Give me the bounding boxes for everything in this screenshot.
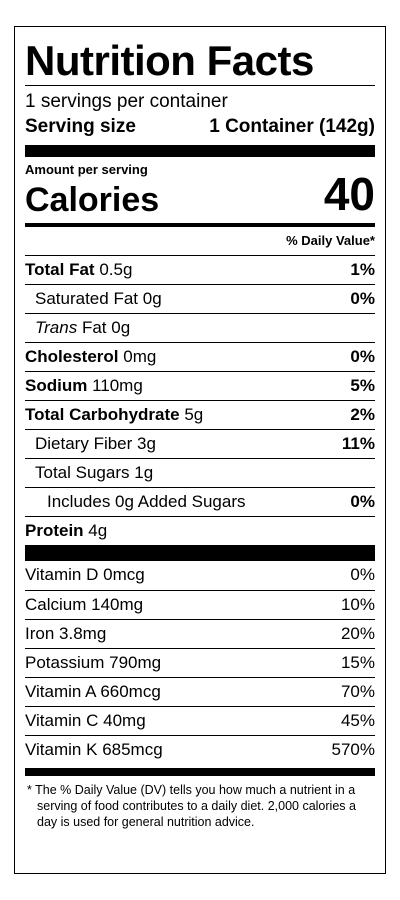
- daily-value-footnote: * The % Daily Value (DV) tells you how m…: [27, 783, 356, 829]
- divider: [25, 85, 375, 86]
- nutrient-amount: 0g: [142, 289, 162, 308]
- nutrient-dv: 11%: [341, 434, 375, 453]
- nutrient-row-trans-fat: Trans Fat 0g: [25, 313, 375, 342]
- nutrient-name: Dietary Fiber: [35, 434, 133, 453]
- calories-label: Calories: [25, 181, 160, 219]
- nutrient-row-cholesterol: Cholesterol 0mg 0%: [25, 342, 375, 371]
- calories-value: 40: [323, 168, 375, 220]
- nutrition-facts-label: Nutrition Facts 1 servings per container…: [14, 26, 386, 874]
- nutrient-dv: 5%: [350, 376, 375, 395]
- nutrient-row-added-sugars: Includes 0g Added Sugars 0%: [25, 487, 375, 516]
- nutrient-name: Total Fat: [25, 260, 95, 279]
- nutrient-amount: 4g: [88, 521, 108, 540]
- medium-divider: [25, 768, 375, 776]
- vitamin-amount: 0mcg: [103, 565, 145, 584]
- vitamin-dv: 0%: [350, 565, 375, 584]
- nutrient-name: Sodium: [25, 376, 88, 395]
- vitamin-dv: 570%: [331, 740, 375, 759]
- nutrient-amount: 0g: [111, 318, 131, 337]
- nutrient-name-italic: Trans: [35, 318, 78, 337]
- nutrient-amount: 0.5g: [99, 260, 133, 279]
- vitamin-dv: 20%: [340, 624, 375, 643]
- amount-per-serving: Amount per serving: [25, 162, 148, 177]
- vitamin-name: Vitamin A: [25, 682, 96, 701]
- vitamin-amount: 660mcg: [100, 682, 161, 701]
- serving-size-row: Serving size 1 Container (142g): [25, 115, 375, 139]
- vitamin-row-potassium: Potassium 790mg 15%: [25, 648, 375, 677]
- nutrient-dv: 0%: [350, 492, 375, 511]
- nutrient-dv: 0%: [350, 347, 375, 366]
- nutrient-row-protein: Protein 4g: [25, 516, 375, 545]
- vitamin-dv: 10%: [340, 595, 375, 614]
- vitamin-row-vitamin-k: Vitamin K 685mcg 570%: [25, 735, 375, 764]
- serving-size-value: 1 Container (142g): [209, 116, 375, 137]
- vitamin-amount: 3.8mg: [59, 624, 107, 643]
- vitamin-row-vitamin-c: Vitamin C 40mg 45%: [25, 706, 375, 735]
- vitamin-row-calcium: Calcium 140mg 10%: [25, 590, 375, 619]
- nutrient-name: Protein: [25, 521, 84, 540]
- thick-divider: [25, 545, 375, 561]
- vitamin-name: Potassium: [25, 653, 105, 672]
- vitamin-name: Vitamin C: [25, 711, 99, 730]
- nutrient-amount: 110mg: [92, 376, 143, 395]
- nutrient-dv: 2%: [350, 405, 375, 424]
- nutrient-amount: 5g: [184, 405, 204, 424]
- nutrient-name: Cholesterol: [25, 347, 119, 366]
- vitamin-name: Iron: [25, 624, 55, 643]
- vitamin-dv: 45%: [340, 711, 375, 730]
- nutrient-name: Fat: [81, 318, 107, 337]
- nutrient-amount: 3g: [137, 434, 156, 453]
- nutrient-row-total-fat: Total Fat 0.5g 1%: [25, 255, 375, 284]
- vitamin-amount: 140mg: [91, 595, 144, 614]
- nutrient-name: Total Sugars: [35, 463, 130, 482]
- vitamin-dv: 70%: [340, 682, 375, 701]
- nutrient-row-total-sugars: Total Sugars 1g: [25, 458, 375, 487]
- medium-divider: [25, 223, 375, 227]
- nutrient-amount: 1g: [134, 463, 154, 482]
- servings-per-container: 1 servings per container: [25, 91, 228, 112]
- vitamin-row-vitamin-a: Vitamin A 660mcg 70%: [25, 677, 375, 706]
- vitamin-row-vitamin-d: Vitamin D 0mcg 0%: [25, 561, 375, 590]
- thick-divider: [25, 145, 375, 157]
- nutrient-row-sodium: Sodium 110mg 5%: [25, 371, 375, 400]
- vitamin-row-iron: Iron 3.8mg 20%: [25, 619, 375, 648]
- daily-value-header: % Daily Value*: [286, 233, 375, 248]
- vitamin-name: Calcium: [25, 595, 87, 614]
- vitamin-amount: 790mg: [109, 653, 162, 672]
- calories-row: Calories 40: [25, 171, 375, 219]
- nutrient-name: Saturated Fat: [35, 289, 139, 308]
- nutrient-name: Total Carbohydrate: [25, 405, 180, 424]
- nutrient-dv: 1%: [350, 260, 375, 279]
- vitamin-name: Vitamin D: [25, 565, 99, 584]
- vitamin-amount: 685mcg: [102, 740, 163, 759]
- nutrient-row-total-carbohydrate: Total Carbohydrate 5g 2%: [25, 400, 375, 429]
- vitamin-name: Vitamin K: [25, 740, 98, 759]
- nutrient-dv: 0%: [350, 289, 375, 308]
- nutrient-amount: 0mg: [123, 347, 157, 366]
- nutrient-name: Includes 0g Added Sugars: [47, 492, 246, 511]
- label-title: Nutrition Facts: [25, 37, 314, 84]
- nutrient-row-dietary-fiber: Dietary Fiber 3g 11%: [25, 429, 375, 458]
- vitamin-dv: 15%: [340, 653, 375, 672]
- nutrient-row-saturated-fat: Saturated Fat 0g 0%: [25, 284, 375, 313]
- serving-size-label: Serving size: [25, 116, 136, 137]
- vitamin-amount: 40mg: [103, 711, 146, 730]
